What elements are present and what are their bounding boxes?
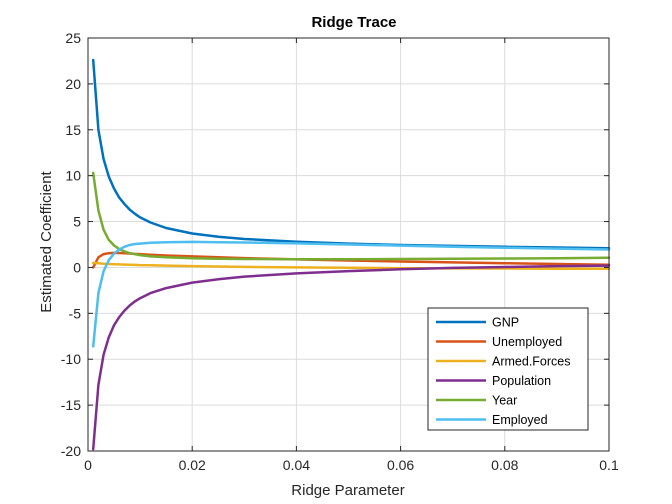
series-line-year bbox=[91, 171, 611, 261]
x-tick-label: 0.06 bbox=[387, 457, 414, 473]
series-line-employed bbox=[91, 240, 611, 348]
legend-box bbox=[427, 307, 589, 431]
legend: GNP Unemployed Armed.Forces Population Year E… bbox=[427, 307, 589, 431]
x-tick-label: 0.02 bbox=[179, 457, 206, 473]
legend-entries: GNP Unemployed Armed.Forces Population Year E… bbox=[436, 316, 571, 427]
ticks bbox=[87, 37, 610, 452]
y-tick-label: -15 bbox=[61, 397, 81, 413]
y-tick-label: 15 bbox=[65, 122, 81, 138]
x-tick-labels: 0 0.02 0.04 0.06 0.08 0.1 bbox=[84, 457, 619, 473]
axes-box bbox=[87, 37, 610, 452]
x-tick-label: 0.08 bbox=[491, 457, 518, 473]
legend-label-gnp: GNP bbox=[492, 316, 519, 330]
y-tick-label: -20 bbox=[61, 443, 81, 459]
y-tick-label: 0 bbox=[73, 259, 81, 275]
y-tick-label: 10 bbox=[65, 168, 81, 184]
y-tick-label: -10 bbox=[61, 351, 81, 367]
x-axis-label: Ridge Parameter bbox=[291, 482, 404, 499]
y-tick-label: 20 bbox=[65, 76, 81, 92]
series-line-unemployed bbox=[91, 251, 611, 269]
y-axis-label: Estimated Coefficient bbox=[38, 170, 55, 312]
legend-label-year: Year bbox=[492, 394, 517, 408]
x-tick-label: 0 bbox=[84, 457, 92, 473]
series-line-population bbox=[91, 264, 611, 451]
chart-title: Ridge Trace bbox=[311, 14, 396, 31]
x-tick-label: 0.1 bbox=[599, 457, 619, 473]
legend-label-armed-forces: Armed.Forces bbox=[492, 355, 571, 369]
y-tick-label: 5 bbox=[73, 214, 81, 230]
legend-label-employed: Employed bbox=[492, 413, 548, 427]
x-tick-label: 0.04 bbox=[283, 457, 310, 473]
y-tick-label: 25 bbox=[65, 30, 81, 46]
y-tick-labels: -20 -15 -10 -5 0 5 10 15 20 25 bbox=[61, 30, 81, 459]
legend-label-unemployed: Unemployed bbox=[492, 335, 562, 349]
series-lines bbox=[91, 58, 611, 451]
legend-label-population: Population bbox=[492, 374, 551, 388]
y-tick-label: -5 bbox=[69, 305, 82, 321]
